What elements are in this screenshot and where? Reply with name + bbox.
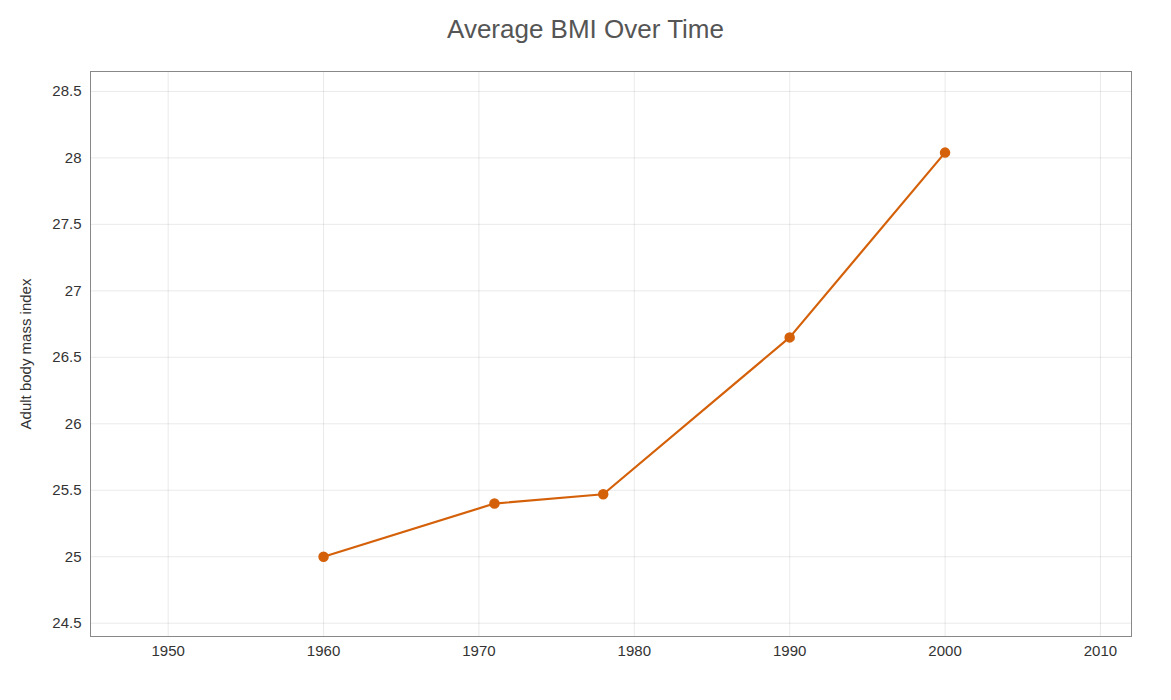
svg-text:2010: 2010 [1084,642,1117,659]
svg-text:25: 25 [65,548,82,565]
svg-text:27: 27 [65,282,82,299]
svg-text:26.5: 26.5 [52,348,81,365]
svg-text:1960: 1960 [307,642,340,659]
svg-text:24.5: 24.5 [52,614,81,631]
svg-text:Adult body mass index: Adult body mass index [17,278,34,429]
svg-text:1950: 1950 [151,642,184,659]
svg-text:28.5: 28.5 [52,82,81,99]
svg-text:1970: 1970 [462,642,495,659]
svg-text:27.5: 27.5 [52,215,81,232]
svg-text:1980: 1980 [618,642,651,659]
svg-text:2000: 2000 [928,642,961,659]
svg-text:26: 26 [65,415,82,432]
svg-text:1990: 1990 [773,642,806,659]
html-text:Average BMI Over Time: Average BMI Over Time [447,14,724,44]
svg-text:28: 28 [65,149,82,166]
svg-text:25.5: 25.5 [52,481,81,498]
